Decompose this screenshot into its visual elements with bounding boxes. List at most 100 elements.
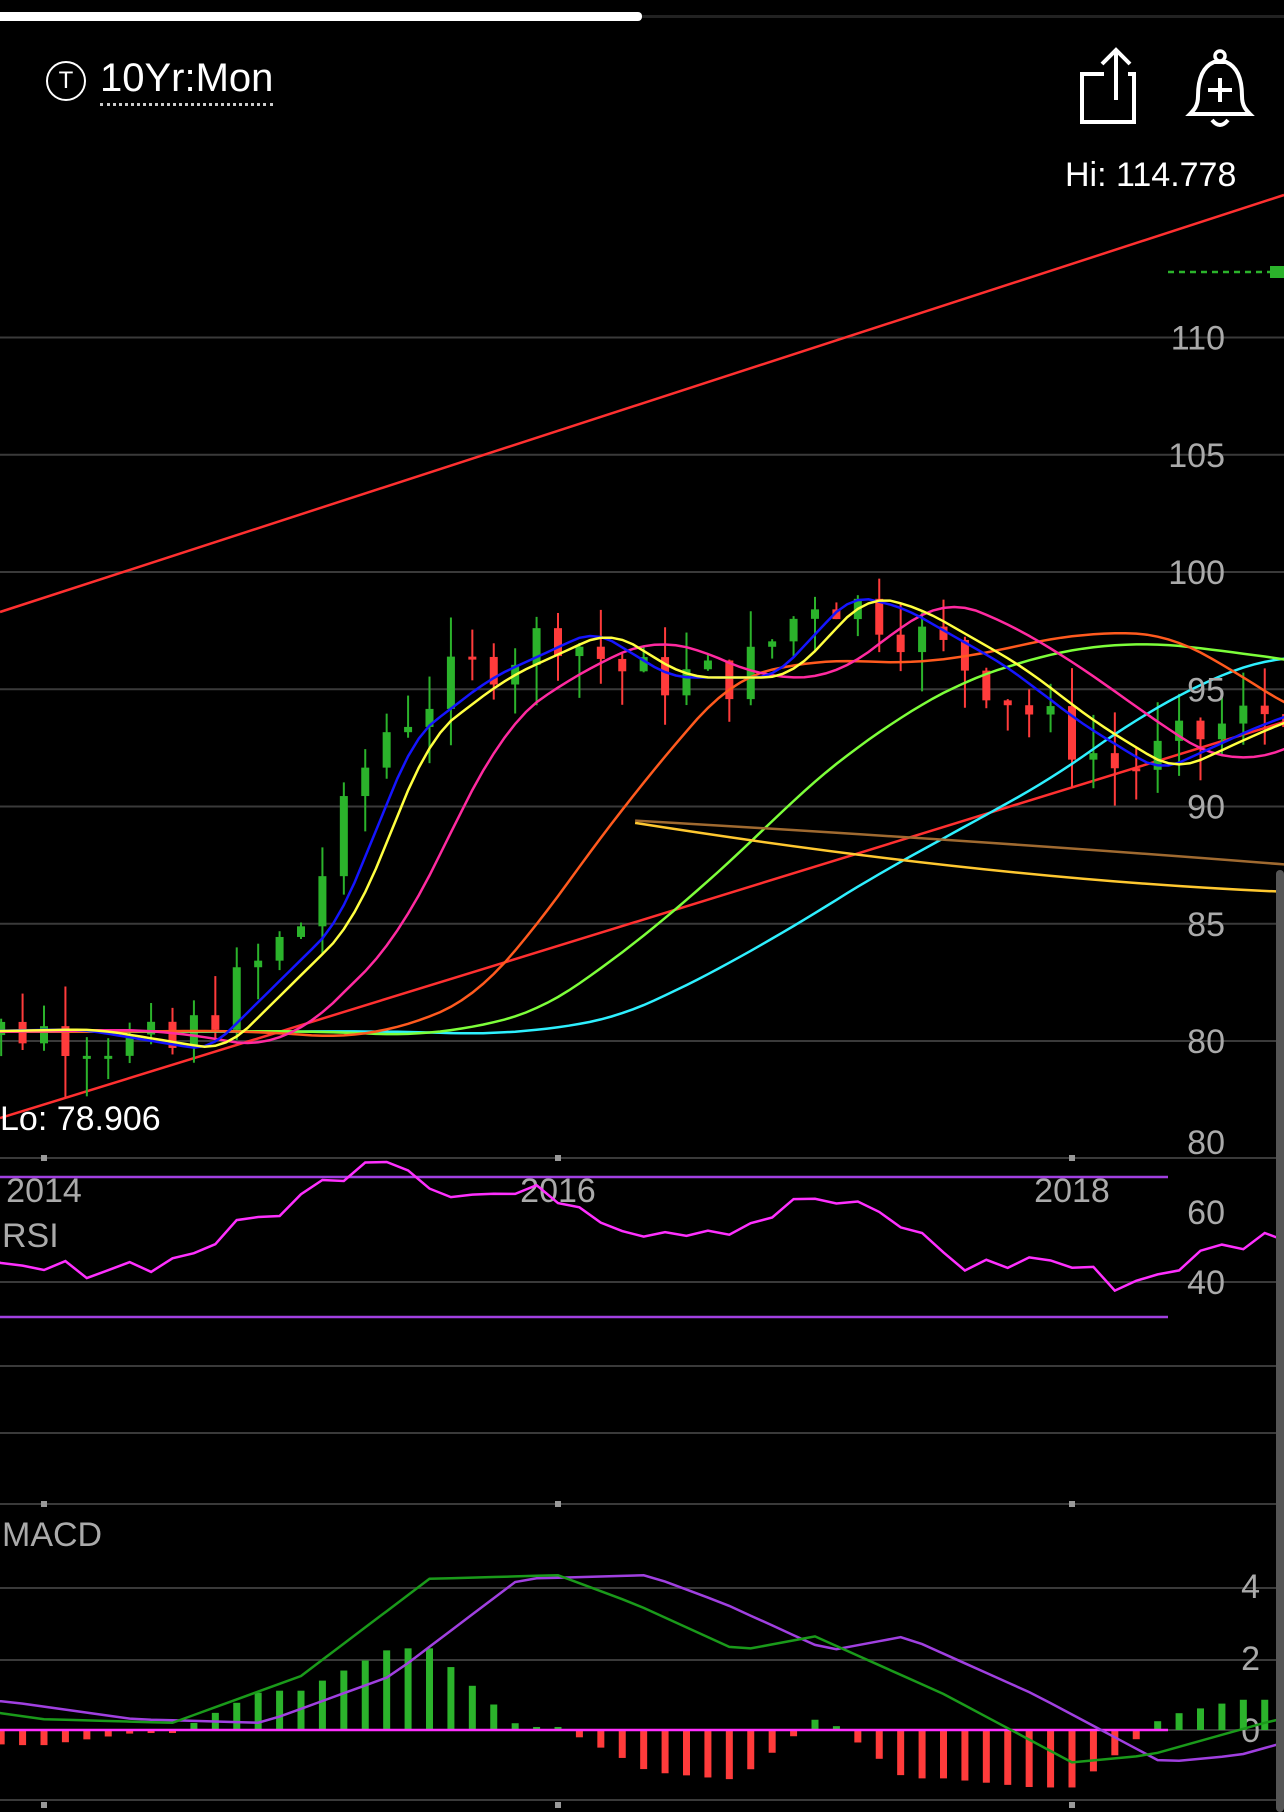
macd-histogram-bar — [468, 1685, 476, 1730]
candle-body — [297, 926, 305, 937]
upper-channel-line — [0, 193, 1284, 614]
ma-20-line — [0, 605, 1284, 1045]
time-tick-mark — [555, 1501, 561, 1507]
candle-body — [232, 967, 241, 1030]
ma-5-line — [0, 598, 1284, 1049]
macd-histogram-bar — [490, 1704, 498, 1730]
candle-body — [1046, 706, 1055, 715]
macd-histogram-bar — [640, 1730, 648, 1770]
macd-histogram-bar — [768, 1730, 776, 1753]
candle-body — [61, 1026, 70, 1057]
trend-channel — [0, 193, 1284, 1120]
candlesticks — [0, 266, 1284, 1097]
candle-body — [254, 960, 263, 968]
candle-body — [1089, 753, 1098, 760]
time-tick-mark — [41, 1155, 47, 1161]
macd-histogram-bar — [1239, 1699, 1247, 1730]
candle-body — [147, 1021, 156, 1035]
candle-body — [768, 641, 777, 647]
macd-histogram-bar — [1111, 1730, 1119, 1756]
share-icon[interactable] — [1074, 44, 1158, 134]
macd-histogram-bar — [875, 1730, 883, 1759]
macd-signal-line — [0, 1574, 1284, 1763]
macd-histogram-bar — [404, 1648, 412, 1730]
macd-histogram-bar — [618, 1730, 626, 1758]
macd-panel: 420 — [0, 1568, 1284, 1788]
candle-body — [596, 646, 605, 659]
macd-histogram-bar — [447, 1667, 455, 1730]
macd-histogram-bar — [961, 1730, 969, 1781]
candle-body — [746, 646, 755, 700]
ma-120-line — [0, 657, 1284, 1035]
candle-body — [811, 609, 819, 619]
macd-histogram-bar — [340, 1670, 348, 1730]
price-tick-label: 100 — [1168, 554, 1225, 592]
candle-body — [875, 598, 884, 635]
ma-10-line — [0, 599, 1284, 1049]
candle-body — [1068, 706, 1076, 760]
candle-body — [1217, 723, 1226, 740]
macd-title: MACD — [2, 1516, 102, 1554]
macd-histogram-bar — [982, 1730, 990, 1783]
macd-histogram-bar — [704, 1730, 712, 1778]
macd-histogram-bar — [1175, 1713, 1183, 1730]
price-tick-label: 95 — [1187, 671, 1225, 709]
macd-histogram-bar — [297, 1690, 305, 1730]
macd-histogram-bar — [1089, 1730, 1097, 1772]
macd-histogram-bar — [725, 1730, 733, 1780]
rsi-title: RSI — [2, 1217, 59, 1255]
time-tick-mark — [41, 1501, 47, 1507]
macd-histogram-bar — [811, 1719, 819, 1730]
candle-body — [1175, 720, 1184, 741]
bell-plus-icon[interactable] — [1180, 44, 1264, 134]
lower-channel-line — [0, 720, 1284, 1120]
candle-body — [661, 657, 670, 696]
macd-line — [0, 1573, 1284, 1764]
candle-body — [1003, 700, 1012, 706]
candle-body — [1132, 768, 1141, 772]
macd-histogram-bar — [383, 1650, 391, 1730]
time-tick-label: 2014 — [6, 1172, 82, 1210]
candle-body — [725, 660, 734, 700]
macd-histogram-bar — [1218, 1703, 1226, 1730]
macd-histogram-bar — [0, 1730, 5, 1745]
candle-body — [40, 1026, 48, 1044]
macd-histogram-bar — [61, 1730, 69, 1743]
ma-60-line — [0, 643, 1284, 1036]
candle-body — [1153, 740, 1162, 770]
macd-histogram-bar — [1025, 1730, 1033, 1788]
candle-body — [361, 767, 370, 797]
macd-histogram-bar — [1261, 1699, 1269, 1730]
candle-body — [639, 657, 648, 672]
candle-body — [939, 626, 948, 640]
rsi-tick-label: 60 — [1187, 1194, 1225, 1232]
candle-body — [468, 656, 477, 660]
story-progress-bar — [0, 12, 642, 21]
candle-body — [532, 628, 541, 665]
symbol-header[interactable]: T 10Yr:Mon — [46, 56, 274, 106]
scrollbar[interactable] — [1276, 870, 1284, 1812]
time-tick-mark — [555, 1155, 561, 1161]
macd-histogram-bar — [1197, 1708, 1204, 1730]
time-tick-mark — [1069, 1802, 1075, 1808]
hi-label: Hi: 114.778 — [1065, 156, 1236, 194]
macd-histogram-bar — [597, 1730, 605, 1748]
candle-body — [125, 1034, 134, 1056]
macd-histogram-bar — [190, 1722, 198, 1730]
candle-body — [1282, 714, 1284, 728]
candle-body — [82, 1055, 91, 1059]
macd-histogram-bar — [126, 1730, 134, 1734]
macd-histogram-bar — [19, 1730, 27, 1746]
macd-histogram-bar — [511, 1723, 519, 1730]
candle-body — [489, 656, 498, 685]
moving-averages — [0, 598, 1284, 1049]
candle-body — [275, 936, 284, 961]
candle-body — [211, 1015, 220, 1030]
candle-body — [446, 656, 455, 709]
candle-body — [896, 634, 905, 653]
macd-histogram-bar — [554, 1726, 562, 1730]
candle-body — [703, 660, 712, 670]
symbol-label[interactable]: 10Yr:Mon — [100, 56, 274, 106]
candle-body — [682, 669, 691, 696]
